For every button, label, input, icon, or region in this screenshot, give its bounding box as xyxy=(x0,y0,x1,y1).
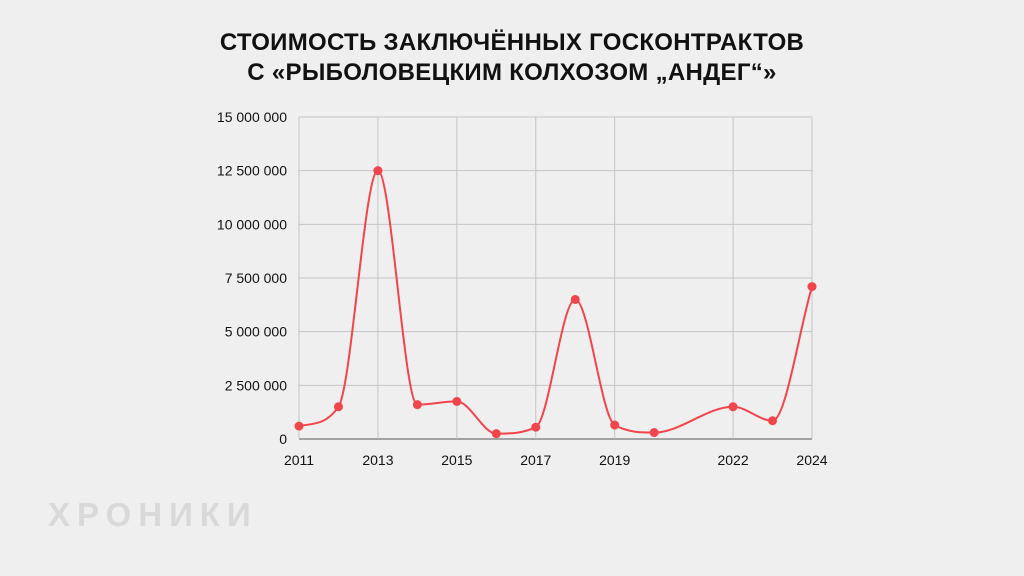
x-axis-ticks: 2011 2013 2015 2017 2019 2022 2024 xyxy=(284,452,828,468)
y-axis-ticks: 0 2 500 000 5 000 000 7 500 000 10 000 000 12… xyxy=(217,109,287,447)
y-tick-label: 7 500 000 xyxy=(225,270,287,286)
logo-watermark: ХРОНИКИ xyxy=(48,496,258,533)
data-point xyxy=(728,402,738,412)
y-tick-label: 12 500 000 xyxy=(217,163,287,179)
x-tick-label: 2015 xyxy=(441,452,472,468)
data-point xyxy=(373,166,383,176)
chart-title: СТОИМОСТЬ ЗАКЛЮЧЁННЫХ ГОСКОНТРАКТОВ С «Р… xyxy=(0,28,1024,88)
y-tick-label: 10 000 000 xyxy=(217,216,287,232)
data-point xyxy=(570,294,580,304)
data-point xyxy=(491,429,501,439)
x-tick-label: 2022 xyxy=(717,452,748,468)
data-point xyxy=(531,422,541,432)
x-tick-label: 2011 xyxy=(284,452,314,468)
y-tick-label: 5 000 000 xyxy=(225,324,287,340)
y-tick-label: 15 000 000 xyxy=(217,109,287,125)
data-point xyxy=(412,400,422,410)
data-point xyxy=(807,282,817,292)
data-point xyxy=(649,428,659,438)
data-points xyxy=(294,166,817,439)
y-tick-label: 2 500 000 xyxy=(225,377,287,393)
chart-title-line-1: СТОИМОСТЬ ЗАКЛЮЧЁННЫХ ГОСКОНТРАКТОВ xyxy=(219,29,805,56)
x-tick-label: 2019 xyxy=(599,452,630,468)
y-tick-label: 0 xyxy=(279,431,287,447)
data-point xyxy=(294,421,304,431)
x-tick-label: 2017 xyxy=(520,452,551,468)
grid xyxy=(298,116,813,440)
data-point xyxy=(610,420,620,430)
data-point xyxy=(768,416,778,426)
chart-title-line-2: С «РЫБОЛОВЕЦКИМ КОЛХОЗОМ „АНДЕГ“» xyxy=(247,59,777,86)
data-point xyxy=(333,402,343,412)
data-point xyxy=(452,396,462,406)
x-tick-label: 2013 xyxy=(362,452,393,468)
x-tick-label: 2024 xyxy=(796,452,827,468)
series-line xyxy=(298,169,813,435)
